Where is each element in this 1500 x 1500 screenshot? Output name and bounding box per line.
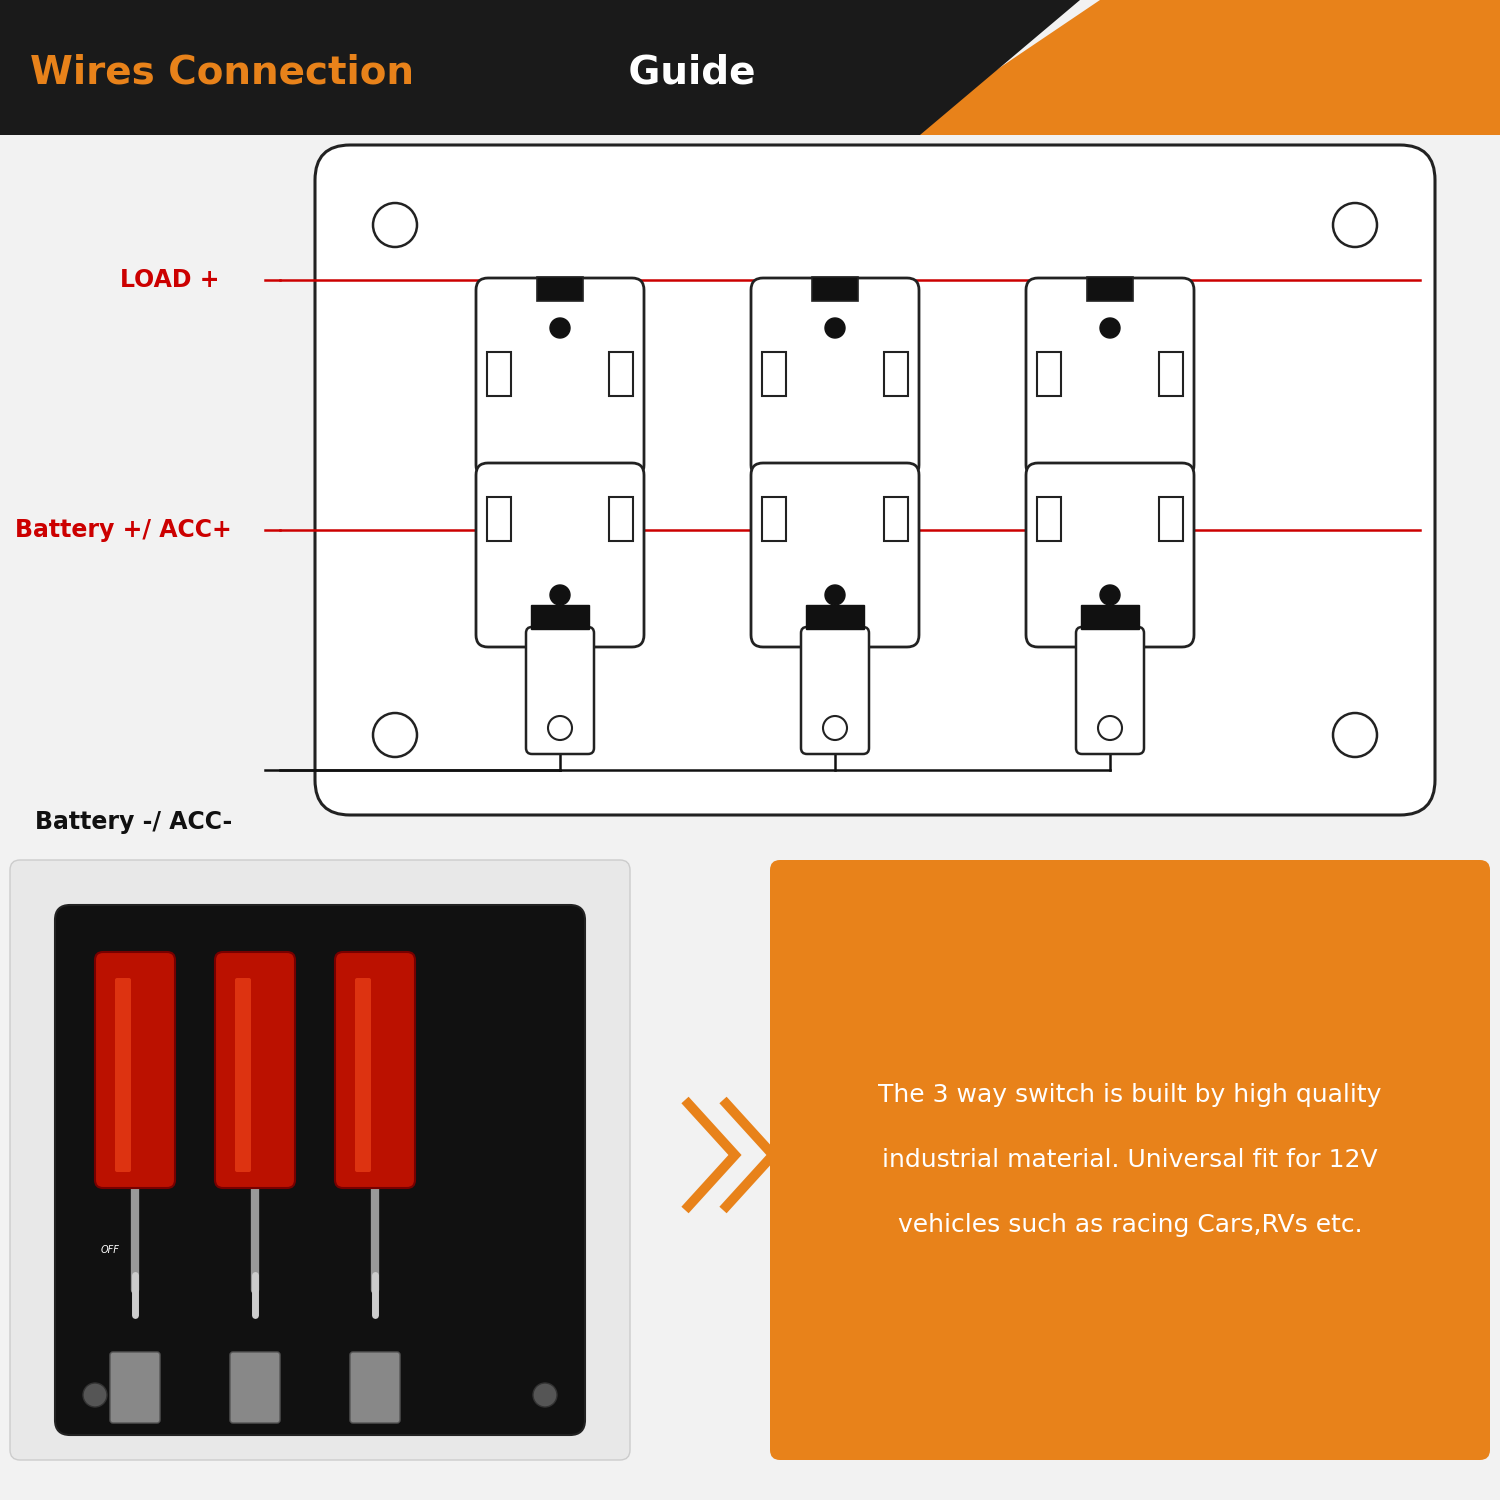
FancyBboxPatch shape [762, 352, 786, 396]
Circle shape [550, 585, 570, 604]
FancyBboxPatch shape [315, 146, 1436, 815]
FancyBboxPatch shape [801, 627, 868, 754]
FancyBboxPatch shape [1082, 604, 1138, 628]
FancyBboxPatch shape [476, 464, 644, 646]
FancyBboxPatch shape [884, 496, 908, 542]
FancyBboxPatch shape [762, 496, 786, 542]
Circle shape [532, 1383, 556, 1407]
FancyBboxPatch shape [1036, 352, 1060, 396]
FancyBboxPatch shape [526, 627, 594, 754]
FancyBboxPatch shape [531, 604, 590, 628]
FancyBboxPatch shape [1026, 278, 1194, 477]
Text: The 3 way switch is built by high quality: The 3 way switch is built by high qualit… [879, 1083, 1382, 1107]
FancyBboxPatch shape [1076, 627, 1144, 754]
Text: Guide: Guide [615, 53, 756, 92]
FancyBboxPatch shape [752, 278, 920, 477]
FancyBboxPatch shape [609, 352, 633, 396]
FancyBboxPatch shape [94, 952, 176, 1188]
FancyBboxPatch shape [350, 1352, 400, 1424]
Text: Battery -/ ACC-: Battery -/ ACC- [34, 810, 232, 834]
FancyBboxPatch shape [752, 464, 920, 646]
Text: LOAD +: LOAD + [120, 268, 219, 292]
Circle shape [1334, 202, 1377, 248]
Polygon shape [900, 0, 1500, 135]
FancyBboxPatch shape [110, 1352, 160, 1424]
FancyBboxPatch shape [806, 604, 864, 628]
FancyBboxPatch shape [537, 278, 584, 302]
Circle shape [824, 716, 848, 740]
FancyBboxPatch shape [214, 952, 296, 1188]
FancyBboxPatch shape [609, 496, 633, 542]
FancyBboxPatch shape [1026, 464, 1194, 646]
Circle shape [82, 1383, 106, 1407]
Circle shape [550, 318, 570, 338]
FancyBboxPatch shape [1088, 278, 1132, 302]
FancyBboxPatch shape [236, 978, 250, 1172]
FancyBboxPatch shape [488, 352, 512, 396]
FancyBboxPatch shape [116, 978, 130, 1172]
FancyBboxPatch shape [10, 859, 630, 1460]
Circle shape [1100, 585, 1120, 604]
FancyBboxPatch shape [356, 978, 370, 1172]
Circle shape [825, 585, 844, 604]
Text: industrial material. Universal fit for 12V: industrial material. Universal fit for 1… [882, 1148, 1378, 1172]
FancyBboxPatch shape [812, 278, 858, 302]
Circle shape [548, 716, 572, 740]
FancyBboxPatch shape [488, 496, 512, 542]
FancyBboxPatch shape [56, 904, 585, 1436]
Text: Battery +/ ACC+: Battery +/ ACC+ [15, 518, 231, 542]
Circle shape [1098, 716, 1122, 740]
Circle shape [374, 712, 417, 758]
FancyBboxPatch shape [230, 1352, 280, 1424]
Text: vehicles such as racing Cars,RVs etc.: vehicles such as racing Cars,RVs etc. [897, 1214, 1362, 1237]
Polygon shape [0, 0, 1080, 135]
Circle shape [374, 202, 417, 248]
Circle shape [1334, 712, 1377, 758]
FancyBboxPatch shape [884, 352, 908, 396]
Text: Wires Connection: Wires Connection [30, 53, 414, 92]
Circle shape [825, 318, 844, 338]
FancyBboxPatch shape [770, 859, 1490, 1460]
FancyBboxPatch shape [1036, 496, 1060, 542]
FancyBboxPatch shape [1160, 496, 1184, 542]
Text: OFF: OFF [100, 1245, 120, 1256]
FancyBboxPatch shape [334, 952, 416, 1188]
FancyBboxPatch shape [1160, 352, 1184, 396]
FancyBboxPatch shape [476, 278, 644, 477]
Circle shape [1100, 318, 1120, 338]
